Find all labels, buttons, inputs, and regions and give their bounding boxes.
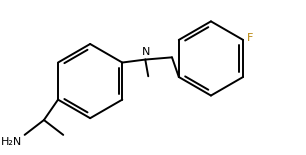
Text: F: F <box>247 33 253 43</box>
Text: N: N <box>142 47 150 57</box>
Text: H₂N: H₂N <box>0 137 22 147</box>
